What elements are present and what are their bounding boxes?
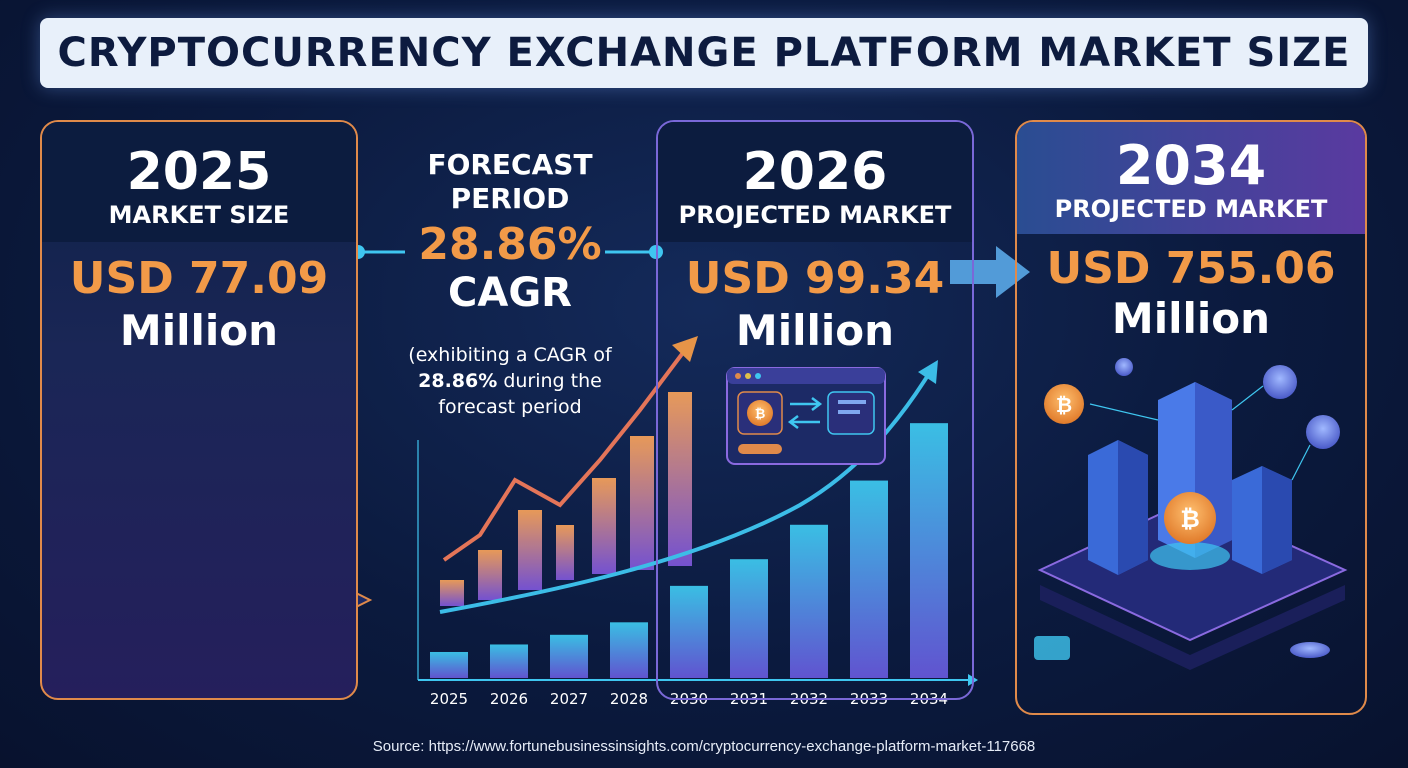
title-banner: CRYPTOCURRENCY EXCHANGE PLATFORM MARKET … xyxy=(40,18,1368,88)
x-tick-label-2028: 2028 xyxy=(610,690,648,708)
card-year: 2034 xyxy=(1115,134,1267,197)
crypto-city-illustration: ₿ ₿ xyxy=(1034,358,1348,670)
card-unit: Million xyxy=(735,306,895,355)
forecast-line-1: FORECAST xyxy=(427,148,593,181)
cagr-value: 28.86% xyxy=(418,219,602,270)
card-2026-projected-market: 2026 PROJECTED MARKET USD 99.34 Million xyxy=(656,120,974,700)
x-tick-label-2026: 2026 xyxy=(490,690,528,708)
card-label: MARKET SIZE xyxy=(108,201,290,229)
card-label: PROJECTED MARKET xyxy=(678,201,952,229)
forecast-block: FORECAST PERIOD 28.86% CAGR xyxy=(400,148,620,316)
x-tick-label-2025: 2025 xyxy=(430,690,468,708)
exchange-widget-illustration: ₿ xyxy=(726,367,886,465)
chart-bar-2027 xyxy=(550,634,588,678)
chart-bar-2032 xyxy=(790,524,828,678)
cagr-note: (exhibiting a CAGR of 28.86% during the … xyxy=(380,342,640,420)
card-value: USD 755.06 xyxy=(1046,243,1336,294)
forecast-line-2: PERIOD xyxy=(450,182,570,215)
card-header: 2025 MARKET SIZE xyxy=(42,122,356,242)
cagr-note-pre: (exhibiting a CAGR of xyxy=(408,344,612,366)
card-year: 2026 xyxy=(742,142,888,202)
cagr-note-bold: 28.86% xyxy=(418,370,498,392)
x-tick-label-2027: 2027 xyxy=(550,690,588,708)
card-2025-market-size: 2025 MARKET SIZE USD 77.09 Million xyxy=(40,120,358,700)
decorative-growth-bars xyxy=(439,336,938,614)
svg-text:₿: ₿ xyxy=(755,407,766,422)
card-header: 2034 PROJECTED MARKET xyxy=(1017,122,1365,234)
card-value: USD 99.34 xyxy=(685,253,945,304)
svg-text:₿: ₿ xyxy=(1180,505,1200,533)
chart-bar-2034 xyxy=(910,423,948,678)
cagr-label: CAGR xyxy=(448,270,572,316)
svg-text:₿: ₿ xyxy=(1056,393,1072,417)
source-citation: Source: https://www.fortunebusinessinsig… xyxy=(372,738,1036,755)
card-label: PROJECTED MARKET xyxy=(1054,195,1328,223)
chart-bar-2028 xyxy=(610,622,648,678)
card-year: 2025 xyxy=(126,142,272,202)
chart-bar-2026 xyxy=(490,644,528,678)
chart-bar-2031 xyxy=(730,559,768,678)
chart-bar-2030 xyxy=(670,585,708,678)
chart-bar-2033 xyxy=(850,480,888,678)
card-2034-projected-market: 2034 PROJECTED MARKET USD 755.06 Million xyxy=(1015,120,1367,715)
market-bar-chart: 2025 2026 2027 2028 2030 2031 2032 2033 2034 xyxy=(417,423,978,708)
card-unit: Million xyxy=(1111,294,1271,343)
card-value: USD 77.09 xyxy=(69,253,329,304)
arrow-right-icon xyxy=(950,246,1030,298)
card-unit: Million xyxy=(119,306,279,355)
cagr-note-post: during the forecast period xyxy=(438,370,602,418)
chart-bar-2025 xyxy=(430,651,468,678)
page-title: CRYPTOCURRENCY EXCHANGE PLATFORM MARKET … xyxy=(57,30,1351,76)
card-header: 2026 PROJECTED MARKET xyxy=(658,122,972,242)
